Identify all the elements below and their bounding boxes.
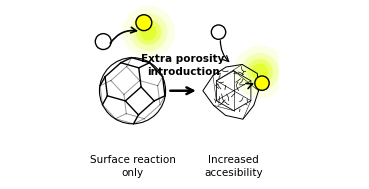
Circle shape [95,34,111,50]
Circle shape [211,25,226,39]
Circle shape [136,15,152,31]
Circle shape [255,76,269,90]
Text: Surface reaction
only: Surface reaction only [90,155,176,178]
Circle shape [136,19,162,45]
Circle shape [140,24,157,40]
Circle shape [130,13,168,51]
Circle shape [122,6,175,59]
Text: Extra porosity
introduction: Extra porosity introduction [141,54,225,77]
Circle shape [247,59,273,85]
Circle shape [234,45,287,98]
Text: Increased
accesibility: Increased accesibility [204,155,263,178]
Circle shape [252,64,268,80]
Circle shape [241,53,279,91]
